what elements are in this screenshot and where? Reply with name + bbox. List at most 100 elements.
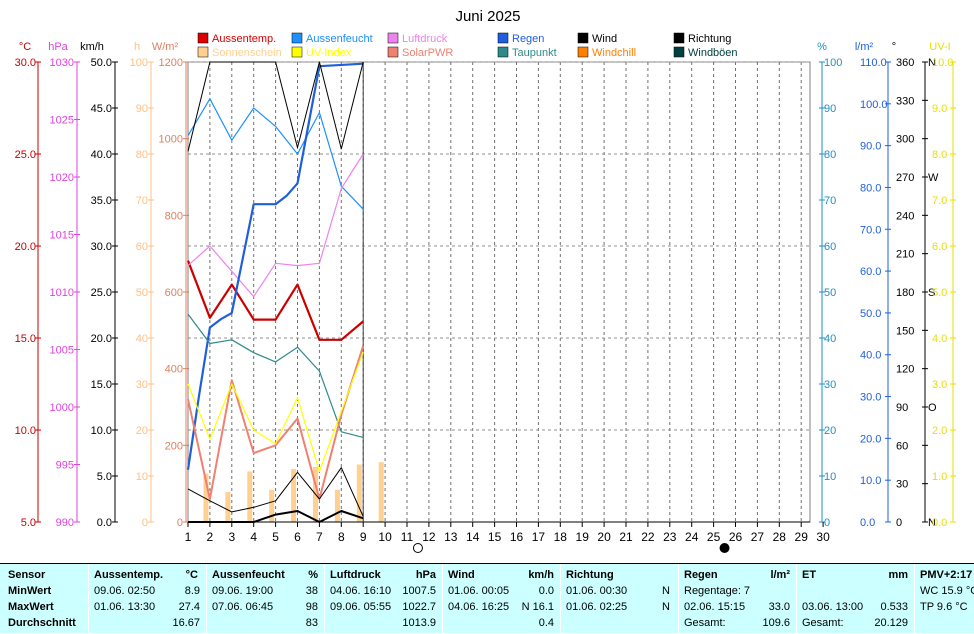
uv-tick-label-3: 3.0 [932,379,947,391]
x-tick-label-17: 17 [532,530,546,544]
stats-pmv-header: PMV+2:17 [920,569,973,581]
x-axis: 1 2 3 4 5 6 7 8 9 10 11 12 13 14 15 16 17 18 19 20 21 22 23 24 2… [185,521,830,553]
stats-header-sensor: Sensor [8,569,46,581]
stats-hum-min-time: 09.06. 19:00 [212,585,274,597]
kmh-tick-label-0: 0.0 [97,517,112,529]
legend-label-10: Windchill [592,47,636,59]
stats-row-min: MinWert [8,585,52,597]
legend-swatch-10 [577,46,589,58]
wm2-tick-label-3: 600 [165,287,183,299]
x-tick-label-1: 1 [185,530,192,544]
stats-wind-header: Wind [448,569,475,581]
legend-swatch-4 [577,32,589,44]
rain-tick-label-0: 0.0 [860,517,875,529]
series-windb-en [187,467,364,517]
x-tick-label-26: 26 [729,530,743,544]
hours-tick-label-3: 30 [136,379,148,391]
legend-label-0: Aussentemp. [212,33,276,45]
stats-dir-min-time: 01.06. 00:30 [566,585,628,597]
pct-tick-label-0: 0 [824,517,830,529]
hours-tick-label-6: 60 [136,241,148,253]
stats-dir-max-val: N [662,601,670,613]
stats-press-avg-val: 1013.9 [402,617,436,629]
kmh-tick-label-7: 35.0 [91,195,112,207]
legend-label-11: Windböen [688,47,738,59]
series-taupunkt [187,313,364,438]
stats-hum-max-time: 07.06. 06:45 [212,601,274,613]
x-tick-label-3: 3 [228,530,235,544]
x-tick-label-5: 5 [272,530,279,544]
uv-axis-unit: UV-I [929,41,950,53]
hpa-tick-label-7: 1025 [50,115,74,127]
deg-axis-unit: ° [892,41,896,53]
chart-legend: Aussentemp. Aussenfeucht Luftdruck Regen Win… [197,32,738,59]
deg-tick-label-12: 360 [896,57,914,69]
series-luftdruck [187,153,364,298]
hours-tick-label-1: 10 [136,471,148,483]
wm2-tick-label-5: 1000 [159,134,183,146]
stats-et-unit: mm [888,569,908,581]
wm2-axis-unit: W/m² [152,41,179,53]
pct-tick-label-7: 70 [824,195,836,207]
stats-dir-min-val: N [662,585,670,597]
stats-rain-max-time: 02.06. 15:15 [684,601,746,613]
hpa-tick-label-1: 995 [56,460,74,472]
kmh-tick-label-1: 5.0 [97,471,112,483]
stats-temp-avg-val: 16.67 [172,617,200,629]
x-tick-label-21: 21 [619,530,633,544]
moon-full-circle [412,543,423,553]
hpa-tick-label-3: 1005 [50,345,74,357]
x-tick-label-24: 24 [685,530,699,544]
plot-frame [187,61,811,523]
deg-tick-label-2: 60 [896,440,908,452]
statistics-panel: Sensor MinWert MaxWert Durchschnitt Auss… [0,563,974,634]
hpa-tick-label-5: 1015 [50,230,74,242]
hpa-tick-label-4: 1010 [50,287,74,299]
weather-chart: Juni 2025 Aussentemp. Aussenfeucht Luftdru… [15,8,956,553]
rain-tick-label-10: 100.0 [860,99,888,111]
hours-tick-label-7: 70 [136,195,148,207]
moon-new-icon [719,543,730,553]
kmh-tick-label-9: 45.0 [91,103,112,115]
stats-row-avg: Durchschnitt [8,617,76,629]
pct-tick-label-3: 30 [824,379,836,391]
legend-label-9: Taupunkt [512,47,557,59]
pct-tick-label-6: 60 [824,241,836,253]
rain-tick-label-4: 40.0 [860,350,881,362]
rain-axis-unit: l/m² [855,41,874,53]
x-tick-label-27: 27 [751,530,765,544]
stats-temp-max-time: 01.06. 13:30 [94,601,156,613]
x-tick-label-28: 28 [773,530,787,544]
uv-tick-label-8: 8.0 [932,149,947,161]
x-tick-label-11: 11 [401,530,414,544]
temp-axis-unit: °C [19,41,31,53]
wm2-tick-label-2: 400 [165,364,183,376]
wm2-tick-label-1: 200 [165,440,183,452]
temp-tick-label-2: 15.0 [15,333,36,345]
hpa-tick-label-8: 1030 [50,57,74,69]
x-tick-label-14: 14 [466,530,480,544]
stats-press-max-time: 09.06. 05:55 [330,601,392,613]
kmh-tick-label-3: 15.0 [91,379,112,391]
wm2-tick-label-6: 1200 [159,57,183,69]
series-richtung [187,61,364,152]
sunshine-bar-8 [356,464,362,522]
stats-et-header: ET [802,569,817,581]
hours-axis-unit: h [134,41,140,53]
deg-tick-label-8: 240 [896,210,914,222]
kmh-tick-label-6: 30.0 [91,241,112,253]
series-regen [186,62,364,470]
legend-label-8: SolarPWR [402,47,453,59]
legend-swatch-7 [291,46,303,58]
sunshine-bar-4 [269,489,275,522]
deg-tick-label-10: 300 [896,134,914,146]
deg-tick-label-7: 210 [896,249,914,261]
uv-tick-label-10: 10.0 [932,57,953,69]
x-tick-label-16: 16 [510,530,524,544]
kmh-tick-label-2: 10.0 [91,425,112,437]
hpa-tick-label-2: 1000 [50,402,74,414]
x-tick-label-25: 25 [707,530,721,544]
x-tick-label-23: 23 [663,530,677,544]
legend-label-2: Luftdruck [402,33,448,45]
legend-label-1: Aussenfeucht [306,33,373,45]
